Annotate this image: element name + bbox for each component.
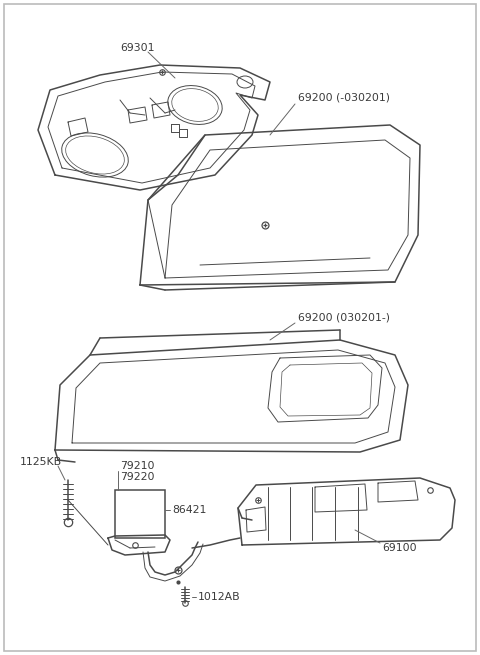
Text: 1012AB: 1012AB — [198, 592, 240, 602]
Text: 86421: 86421 — [172, 505, 206, 515]
Text: 69200 (-030201): 69200 (-030201) — [298, 93, 390, 103]
Text: 79220: 79220 — [120, 472, 155, 482]
Text: 79210: 79210 — [120, 461, 155, 471]
Text: 69100: 69100 — [382, 543, 417, 553]
Bar — [115, 490, 165, 538]
Text: 69200 (030201-): 69200 (030201-) — [298, 313, 390, 323]
Text: 1125KB: 1125KB — [20, 457, 62, 467]
Text: 69301: 69301 — [120, 43, 155, 53]
